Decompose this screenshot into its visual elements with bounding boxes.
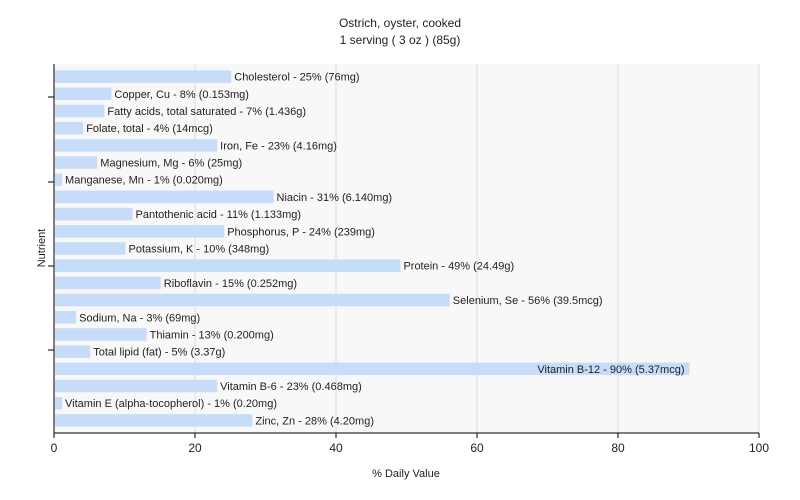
bar xyxy=(55,225,225,238)
x-tick-label: 60 xyxy=(470,441,484,455)
bar-label: Iron, Fe - 23% (4.16mg) xyxy=(220,140,337,152)
bar xyxy=(55,362,690,376)
bar xyxy=(55,414,253,427)
bar xyxy=(55,293,450,307)
bar-label: Sodium, Na - 3% (69mg) xyxy=(79,312,200,324)
bar xyxy=(55,121,84,135)
bar-label: Cholesterol - 25% (76mg) xyxy=(234,72,359,84)
bar-label: Vitamin B-6 - 23% (0.468mg) xyxy=(220,381,362,393)
bar xyxy=(55,190,274,204)
bar xyxy=(55,259,401,272)
bar xyxy=(55,379,218,393)
x-tick-label: 80 xyxy=(611,441,625,455)
bar xyxy=(55,87,112,101)
bar xyxy=(55,311,77,324)
bar-label: Folate, total - 4% (14mcg) xyxy=(86,123,213,135)
bar xyxy=(55,139,218,152)
x-tick-label: 20 xyxy=(188,441,202,455)
chart-subtitle: 1 serving ( 3 oz ) (85g) xyxy=(339,33,461,47)
bar-label: Total lipid (fat) - 5% (3.37g) xyxy=(93,347,225,359)
bar-label: Fatty acids, total saturated - 7% (1.436… xyxy=(107,106,306,118)
bar-label: Magnesium, Mg - 6% (25mg) xyxy=(100,158,242,170)
bar-label: Zinc, Zn - 28% (4.20mg) xyxy=(255,415,374,427)
bar xyxy=(55,345,91,358)
bar xyxy=(55,207,133,221)
bar xyxy=(55,156,98,169)
bar xyxy=(55,328,147,341)
bar-label: Riboflavin - 15% (0.252mg) xyxy=(164,278,297,290)
bar xyxy=(55,70,232,83)
bar-label: Selenium, Se - 56% (39.5mcg) xyxy=(453,295,603,307)
bar-label: Copper, Cu - 8% (0.153mg) xyxy=(114,89,249,101)
bar xyxy=(55,276,161,290)
bar-label: Phosphorus, P - 24% (239mg) xyxy=(227,226,375,238)
bar-label: Manganese, Mn - 1% (0.020mg) xyxy=(65,175,223,187)
bar-label: Vitamin E (alpha-tocopherol) - 1% (0.20m… xyxy=(65,398,277,410)
bar xyxy=(55,396,63,410)
x-tick-label: 40 xyxy=(329,441,343,455)
bar xyxy=(55,242,126,255)
bar-label: Protein - 49% (24.49g) xyxy=(403,261,514,273)
y-axis-title: Nutrient xyxy=(36,229,48,268)
bar xyxy=(55,104,105,118)
x-axis-title: % Daily Value xyxy=(372,468,440,480)
chart-title: Ostrich, oyster, cooked xyxy=(338,16,462,30)
bar xyxy=(55,173,63,186)
bar-label: Pantothenic acid - 11% (1.133mg) xyxy=(136,209,301,221)
bar-label: Thiamin - 13% (0.200mg) xyxy=(150,329,274,341)
bar-label: Vitamin B-12 - 90% (5.37mcg) xyxy=(537,364,684,376)
bar-label: Niacin - 31% (6.140mg) xyxy=(277,192,393,204)
bar-label: Potassium, K - 10% (348mg) xyxy=(129,244,270,256)
x-tick-label: 100 xyxy=(749,441,769,455)
x-tick-label: 0 xyxy=(51,441,58,455)
